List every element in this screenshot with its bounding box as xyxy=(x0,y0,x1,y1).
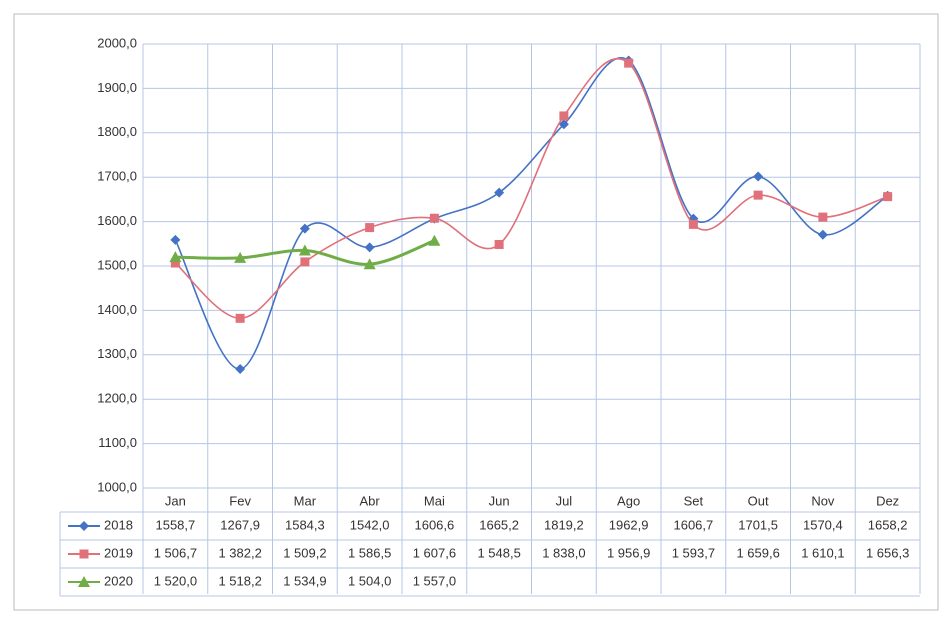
table-value: 1 506,7 xyxy=(154,545,197,560)
marker xyxy=(753,171,764,182)
x-tick-label: Jan xyxy=(165,493,186,508)
marker xyxy=(688,219,698,229)
legend-label: 2019 xyxy=(104,545,133,560)
table-value: 1606,6 xyxy=(414,517,454,532)
table-value: 1 586,5 xyxy=(348,545,391,560)
table-value: 1 656,3 xyxy=(866,545,909,560)
y-tick-label: 1800,0 xyxy=(97,124,137,139)
table-value: 1606,7 xyxy=(673,517,713,532)
table-value: 1 593,7 xyxy=(672,545,715,560)
table-value: 1962,9 xyxy=(609,517,649,532)
table-value: 1 659,6 xyxy=(736,545,779,560)
x-tick-label: Jun xyxy=(489,493,510,508)
table-value: 1701,5 xyxy=(738,517,778,532)
table-value: 1 504,0 xyxy=(348,573,391,588)
table-value: 1658,2 xyxy=(868,517,908,532)
y-tick-label: 2000,0 xyxy=(97,35,137,50)
marker xyxy=(235,313,245,323)
y-tick-label: 1000,0 xyxy=(97,479,137,494)
x-tick-label: Jul xyxy=(556,493,573,508)
marker xyxy=(624,58,634,68)
table-value: 1 607,6 xyxy=(413,545,456,560)
x-tick-label: Out xyxy=(748,493,769,508)
legend-marker xyxy=(79,521,89,531)
table-value: 1542,0 xyxy=(350,517,390,532)
table-value: 1558,7 xyxy=(155,517,195,532)
marker xyxy=(365,223,375,233)
legend-marker xyxy=(79,549,89,559)
legend-label: 2018 xyxy=(104,517,133,532)
table-value: 1 520,0 xyxy=(154,573,197,588)
marker xyxy=(170,258,180,268)
table-value: 1 548,5 xyxy=(477,545,520,560)
marker xyxy=(234,251,247,263)
chart-frame xyxy=(13,13,939,611)
table-value: 1 956,9 xyxy=(607,545,650,560)
table-value: 1 557,0 xyxy=(413,573,456,588)
y-tick-label: 1200,0 xyxy=(97,391,137,406)
table-value: 1584,3 xyxy=(285,517,325,532)
x-tick-label: Dez xyxy=(876,493,899,508)
y-tick-label: 1600,0 xyxy=(97,213,137,228)
marker xyxy=(364,242,375,253)
marker xyxy=(818,212,828,222)
y-tick-label: 1300,0 xyxy=(97,346,137,361)
y-tick-label: 1700,0 xyxy=(97,169,137,184)
table-value: 1665,2 xyxy=(479,517,519,532)
marker xyxy=(299,223,310,234)
marker xyxy=(429,213,439,223)
y-tick-label: 1100,0 xyxy=(98,435,137,450)
marker xyxy=(300,257,310,267)
marker xyxy=(298,244,311,256)
table-value: 1819,2 xyxy=(544,517,584,532)
table-value: 1 509,2 xyxy=(283,545,326,560)
table-value: 1267,9 xyxy=(220,517,260,532)
marker xyxy=(558,119,569,130)
y-tick-label: 1500,0 xyxy=(97,257,137,272)
marker xyxy=(363,258,376,270)
table-value: 1 838,0 xyxy=(542,545,585,560)
x-tick-label: Nov xyxy=(811,493,835,508)
legend-label: 2020 xyxy=(104,573,133,588)
marker xyxy=(883,192,893,202)
marker xyxy=(235,364,246,375)
marker xyxy=(428,234,441,246)
legend-marker xyxy=(78,576,90,587)
x-tick-label: Abr xyxy=(360,493,381,508)
x-tick-label: Ago xyxy=(617,493,640,508)
y-tick-label: 1900,0 xyxy=(97,80,137,95)
x-tick-label: Mai xyxy=(424,493,445,508)
marker xyxy=(817,229,828,240)
marker xyxy=(559,111,569,121)
table-value: 1 518,2 xyxy=(218,573,261,588)
table-value: 1 382,2 xyxy=(218,545,261,560)
marker xyxy=(170,234,181,245)
x-tick-label: Fev xyxy=(229,493,251,508)
y-tick-label: 1400,0 xyxy=(97,302,137,317)
x-tick-label: Set xyxy=(684,493,704,508)
table-value: 1 610,1 xyxy=(801,545,844,560)
marker xyxy=(753,190,763,200)
x-tick-label: Mar xyxy=(294,493,317,508)
marker xyxy=(494,187,505,198)
table-value: 1 534,9 xyxy=(283,573,326,588)
marker xyxy=(494,239,504,249)
marker xyxy=(169,251,182,263)
table-value: 1570,4 xyxy=(803,517,843,532)
